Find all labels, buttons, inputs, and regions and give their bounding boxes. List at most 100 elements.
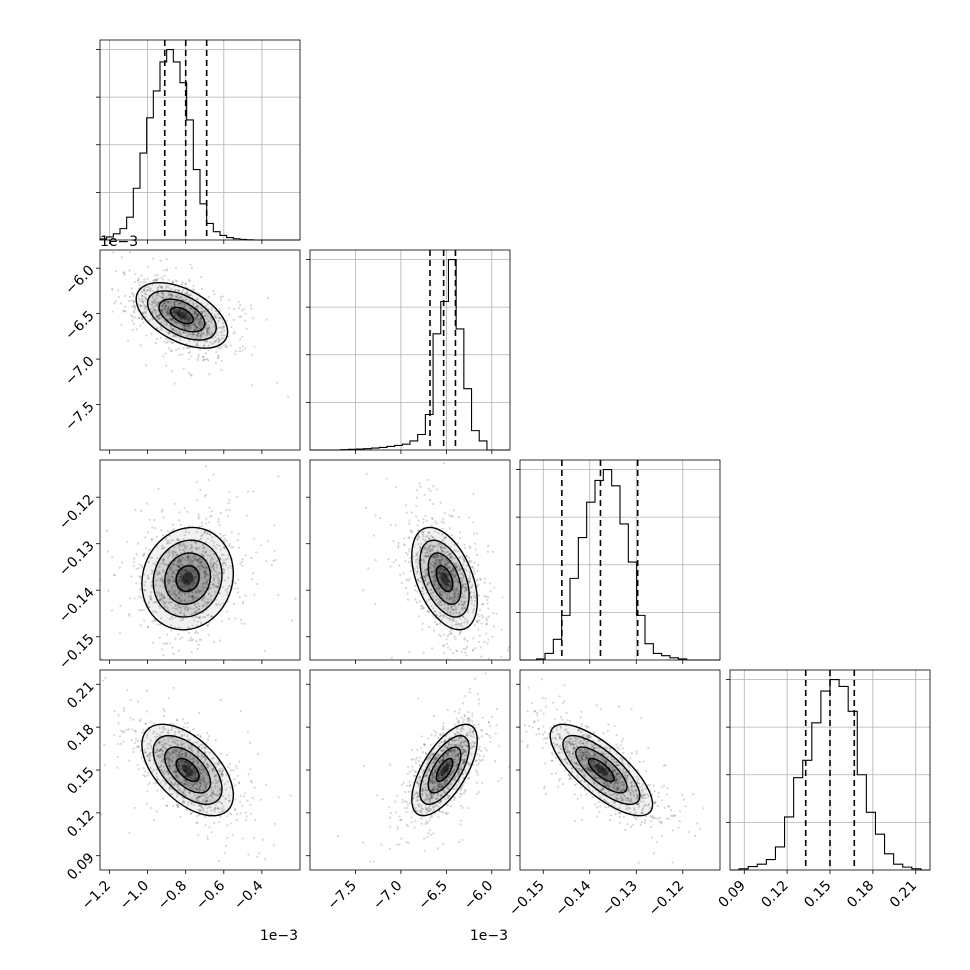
scatter-point (162, 304, 165, 307)
scatter-point (247, 490, 250, 493)
contour-line-3 (169, 306, 195, 325)
scatter-point (216, 543, 219, 546)
scatter-point (426, 575, 429, 578)
scatter-point (164, 352, 167, 355)
scatter-point (217, 320, 220, 323)
scatter-point (202, 356, 205, 359)
scatter-point (151, 294, 154, 298)
scatter-point (447, 583, 450, 586)
scatter-point (183, 323, 186, 327)
scatter-point (177, 347, 180, 350)
scatter-point (218, 544, 221, 547)
scatter-point (183, 546, 187, 549)
scatter-point (440, 577, 443, 580)
scatter-point (180, 767, 183, 771)
scatter-point (185, 771, 188, 774)
scatter-point (193, 313, 196, 316)
scatter-point (160, 286, 163, 290)
scatter-point (415, 565, 419, 568)
scatter-point (148, 742, 151, 745)
scatter-point (117, 295, 120, 299)
scatter-point (137, 316, 141, 320)
scatter-point (175, 594, 178, 597)
scatter-point (165, 311, 169, 314)
scatter-point (161, 599, 164, 602)
scatter-point (443, 561, 446, 564)
scatter-point (206, 601, 209, 604)
scatter-point (431, 560, 434, 564)
scatter-point (165, 285, 168, 288)
scatter-point (435, 784, 439, 787)
scatter-point (168, 312, 171, 315)
scatter-point (197, 813, 200, 817)
scatter-point (169, 292, 172, 295)
scatter-point (457, 595, 460, 599)
scatter-point (246, 731, 250, 734)
scatter-point (459, 617, 462, 620)
scatter-point (277, 796, 280, 799)
scatter-point (195, 590, 198, 594)
scatter-point (454, 620, 458, 623)
scatter-point (198, 767, 201, 770)
scatter-point (194, 325, 198, 328)
scatter-point (440, 520, 444, 523)
scatter-point (379, 516, 382, 520)
scatter-point (228, 812, 231, 815)
scatter-point (452, 777, 456, 781)
scatter-point (218, 338, 221, 341)
scatter-point (103, 763, 106, 766)
scatter-point (445, 574, 448, 577)
scatter-point (212, 583, 215, 586)
scatter-point (169, 340, 172, 343)
scatter-point (439, 590, 442, 593)
scatter-point (185, 579, 188, 582)
scatter-point (446, 770, 449, 773)
scatter-point (190, 594, 193, 598)
scatter-point (224, 561, 227, 565)
scatter-point (187, 592, 190, 596)
scatter-point (237, 532, 240, 536)
scatter-point (178, 730, 181, 734)
scatter-point (226, 610, 229, 613)
scatter-point (169, 744, 172, 747)
scatter-point (217, 339, 221, 343)
scatter-point (183, 761, 186, 764)
scatter-point (183, 598, 186, 602)
scatter-point (149, 308, 152, 311)
scatter-point (168, 642, 171, 645)
scatter-point (484, 577, 487, 580)
scatter-point (441, 755, 444, 759)
scatter-point (426, 807, 429, 810)
scatter-point (169, 766, 172, 769)
scatter-point (171, 311, 174, 315)
scatter-point (205, 811, 208, 814)
scatter-point (198, 804, 202, 807)
scatter-point (201, 582, 205, 585)
scatter-point (420, 558, 423, 562)
scatter-point (189, 607, 193, 610)
scatter-point (455, 562, 458, 565)
scatter-point (176, 739, 179, 742)
scatter-point (154, 304, 157, 307)
scatter-point (272, 844, 275, 847)
scatter-point (201, 806, 205, 810)
scatter-point (162, 586, 165, 589)
scatter-point (432, 574, 436, 577)
scatter-point (215, 331, 218, 334)
scatter-point (273, 524, 276, 527)
scatter-point (168, 744, 171, 747)
scatter-point (180, 759, 183, 762)
scatter-point (241, 345, 244, 348)
scatter-point (187, 762, 190, 765)
scatter-point (194, 592, 197, 595)
scatter-point (152, 768, 155, 771)
scatter-point (452, 599, 455, 602)
scatter-point (145, 334, 148, 337)
scatter-point (151, 283, 154, 287)
scatter-point (424, 752, 428, 755)
scatter-point (436, 787, 439, 791)
scatter-point (428, 809, 431, 813)
scatter-point (194, 770, 197, 774)
scatter-point (214, 806, 217, 810)
scatter-point (178, 353, 181, 357)
